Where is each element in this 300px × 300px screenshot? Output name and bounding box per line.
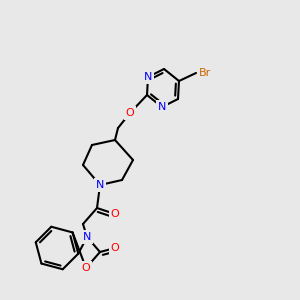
Text: Br: Br bbox=[199, 68, 211, 78]
Text: N: N bbox=[158, 102, 166, 112]
Text: N: N bbox=[83, 232, 91, 242]
Text: O: O bbox=[111, 209, 119, 219]
Text: N: N bbox=[96, 180, 104, 190]
Text: O: O bbox=[82, 263, 90, 273]
Text: O: O bbox=[111, 243, 119, 253]
Text: N: N bbox=[144, 72, 152, 82]
Text: O: O bbox=[126, 108, 134, 118]
